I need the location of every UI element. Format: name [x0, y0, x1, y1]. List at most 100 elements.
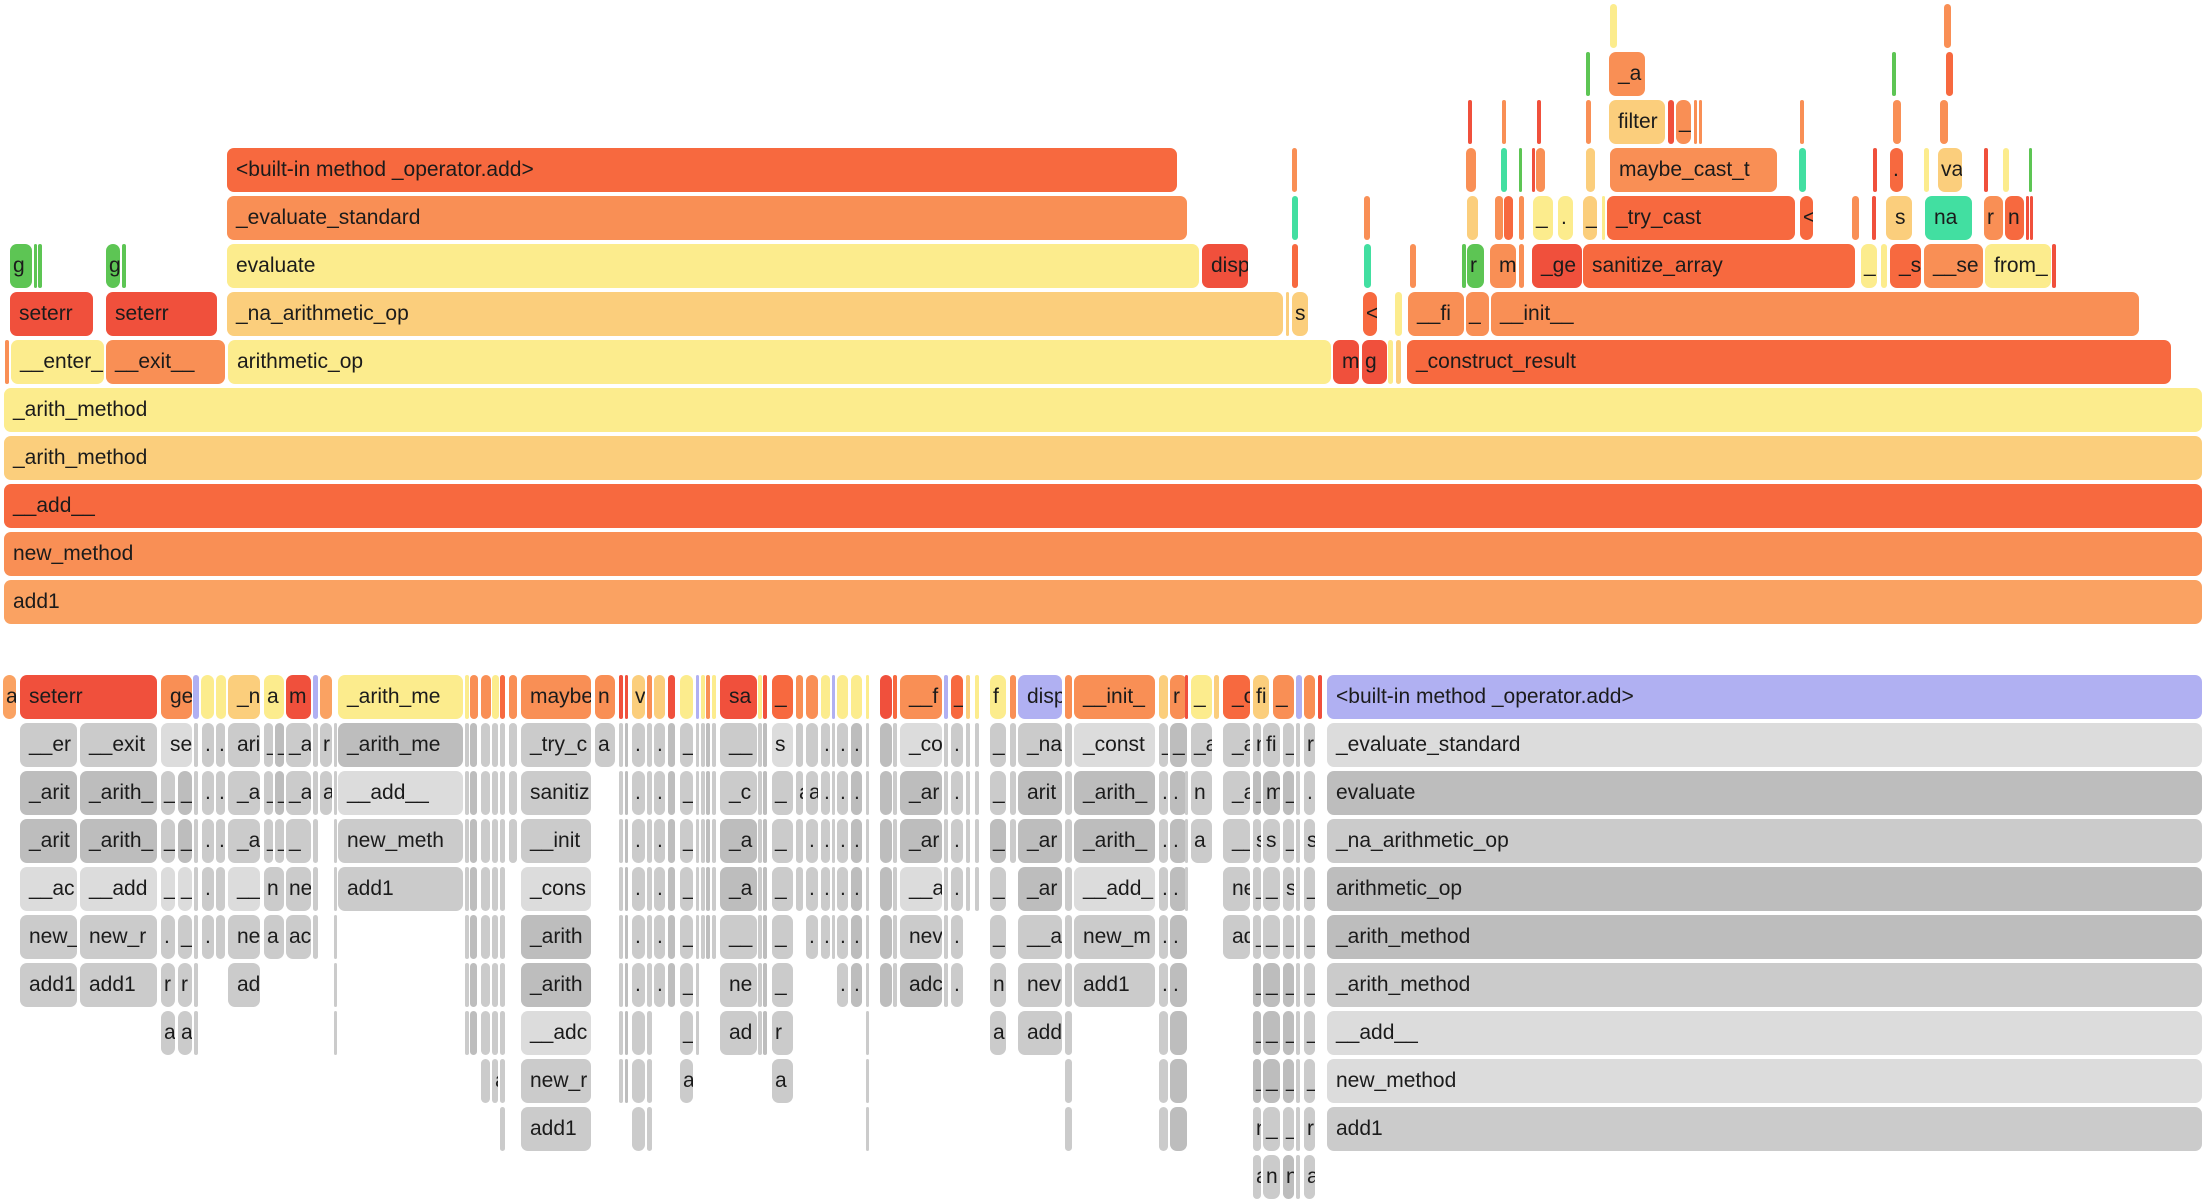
frame-.[interactable]: .	[951, 915, 963, 959]
frame-ac[interactable]: ac	[286, 915, 311, 959]
frame-sliver[interactable]	[1519, 148, 1522, 192]
frame-se[interactable]: se	[161, 723, 192, 767]
frame-__add_[interactable]: __add_	[1074, 867, 1155, 911]
frame-_a[interactable]: _a	[286, 723, 311, 767]
frame-v[interactable]: v	[632, 675, 645, 719]
frame-sliver[interactable]	[216, 915, 225, 959]
frame-a[interactable]: a	[796, 771, 803, 815]
frame-sliver[interactable]	[647, 675, 652, 719]
frame-.[interactable]: .	[1170, 963, 1187, 1007]
frame-.[interactable]: .	[851, 819, 862, 863]
frame-sliver[interactable]	[706, 867, 710, 911]
frame-sliver[interactable]	[619, 771, 623, 815]
frame-.[interactable]: .	[202, 915, 214, 959]
frame-.[interactable]: .	[654, 867, 665, 911]
frame-_ar[interactable]: _ar	[900, 771, 942, 815]
frame-sliver[interactable]	[625, 819, 628, 863]
frame-sliver[interactable]	[1065, 867, 1072, 911]
frame-sliver[interactable]	[1065, 1107, 1072, 1151]
frame-s[interactable]: s	[1886, 196, 1912, 240]
frame-.[interactable]: .	[806, 915, 818, 959]
frame-__enter_[interactable]: __enter_	[11, 340, 104, 384]
frame-_s[interactable]: _s	[1890, 244, 1921, 288]
frame-a[interactable]: a	[772, 1059, 793, 1103]
frame-sliver[interactable]	[334, 1011, 337, 1055]
frame-sliver[interactable]	[1292, 148, 1297, 192]
frame-.[interactable]: .	[837, 915, 848, 959]
frame-sliver[interactable]	[880, 675, 892, 719]
frame-sa[interactable]: sa	[720, 675, 757, 719]
frame-__exit__[interactable]: __exit__	[106, 340, 225, 384]
frame-sliver[interactable]	[1185, 867, 1188, 911]
frame-add1[interactable]: add1	[1327, 1107, 2202, 1151]
frame-sliver[interactable]	[509, 819, 517, 863]
frame-a[interactable]: a	[3, 675, 16, 719]
frame-_n[interactable]: _n	[228, 675, 260, 719]
frame-sliver[interactable]	[509, 771, 517, 815]
frame-sliver[interactable]	[492, 723, 498, 767]
frame-a[interactable]: a	[1191, 819, 1212, 863]
frame-ne[interactable]: ne	[1223, 867, 1250, 911]
frame-sanitiz[interactable]: sanitiz	[521, 771, 591, 815]
frame-.[interactable]: .	[216, 771, 225, 815]
frame-sliver[interactable]	[313, 867, 318, 911]
frame-sanitize_array[interactable]: sanitize_array	[1583, 244, 1855, 288]
frame-g[interactable]: g	[106, 244, 120, 288]
frame-.[interactable]: .	[806, 867, 818, 911]
frame-maybe_cast_t[interactable]: maybe_cast_t	[1610, 148, 1777, 192]
frame-g[interactable]: g	[10, 244, 32, 288]
frame-sliver[interactable]	[313, 915, 318, 959]
frame-sliver[interactable]	[1537, 100, 1541, 144]
frame-sliver[interactable]	[866, 915, 869, 959]
frame-a[interactable]: a	[990, 1011, 1006, 1055]
frame-new_m[interactable]: new_m	[1074, 915, 1155, 959]
frame-_[interactable]: _	[1283, 819, 1294, 863]
frame-_[interactable]: _	[1253, 771, 1261, 815]
frame-sliver[interactable]	[944, 963, 948, 1007]
frame-r[interactable]: r	[1984, 196, 2003, 240]
frame-sliver[interactable]	[866, 1107, 869, 1151]
frame-sliver[interactable]	[465, 723, 469, 767]
frame-g[interactable]: g	[1362, 340, 1387, 384]
frame-add1[interactable]: add1	[4, 580, 2202, 624]
frame-sliver[interactable]	[712, 915, 716, 959]
frame-sliver[interactable]	[313, 771, 318, 815]
frame-__f[interactable]: __f	[900, 675, 942, 719]
frame-__add__[interactable]: __add__	[1327, 1011, 2202, 1055]
frame-__exit[interactable]: __exit	[80, 723, 157, 767]
frame-sliver[interactable]	[758, 867, 762, 911]
frame-sliver[interactable]	[625, 915, 628, 959]
frame-_cons[interactable]: _cons	[521, 867, 591, 911]
frame-sliver[interactable]	[1159, 1059, 1168, 1103]
frame-.[interactable]: .	[806, 819, 818, 863]
frame-__ac[interactable]: __ac	[20, 867, 77, 911]
frame-sliver[interactable]	[696, 915, 699, 959]
frame-_const[interactable]: _const	[1074, 723, 1155, 767]
frame-_[interactable]: _	[772, 963, 793, 1007]
frame-sliver[interactable]	[470, 915, 477, 959]
frame-_[interactable]: _	[1304, 915, 1315, 959]
frame-sliver[interactable]	[1395, 292, 1402, 336]
frame-sliver[interactable]	[668, 771, 675, 815]
frame-<[interactable]: <	[1363, 292, 1377, 336]
frame-_[interactable]: _	[990, 771, 1006, 815]
frame-_[interactable]: _	[1466, 292, 1489, 336]
frame-.[interactable]: .	[1159, 915, 1168, 959]
frame-_[interactable]: _	[1253, 963, 1261, 1007]
frame-_ge[interactable]: _ge	[1532, 244, 1582, 288]
frame-seterr[interactable]: seterr	[10, 292, 93, 336]
frame-sliver[interactable]	[806, 723, 818, 767]
frame-_[interactable]: _	[1253, 867, 1261, 911]
frame-sliver[interactable]	[1364, 244, 1371, 288]
frame-__add[interactable]: __add	[80, 867, 157, 911]
frame-sliver[interactable]	[619, 867, 623, 911]
frame-sliver[interactable]	[1946, 52, 1953, 96]
frame-sliver[interactable]	[470, 1011, 477, 1055]
frame-_[interactable]: _	[772, 771, 793, 815]
frame-sliver[interactable]	[975, 723, 979, 767]
frame-sliver[interactable]	[1185, 675, 1188, 719]
frame-sliver[interactable]	[481, 963, 490, 1007]
frame-sliver[interactable]	[975, 819, 979, 863]
frame-sliver[interactable]	[1170, 1011, 1187, 1055]
frame-new_meth[interactable]: new_meth	[338, 819, 463, 863]
